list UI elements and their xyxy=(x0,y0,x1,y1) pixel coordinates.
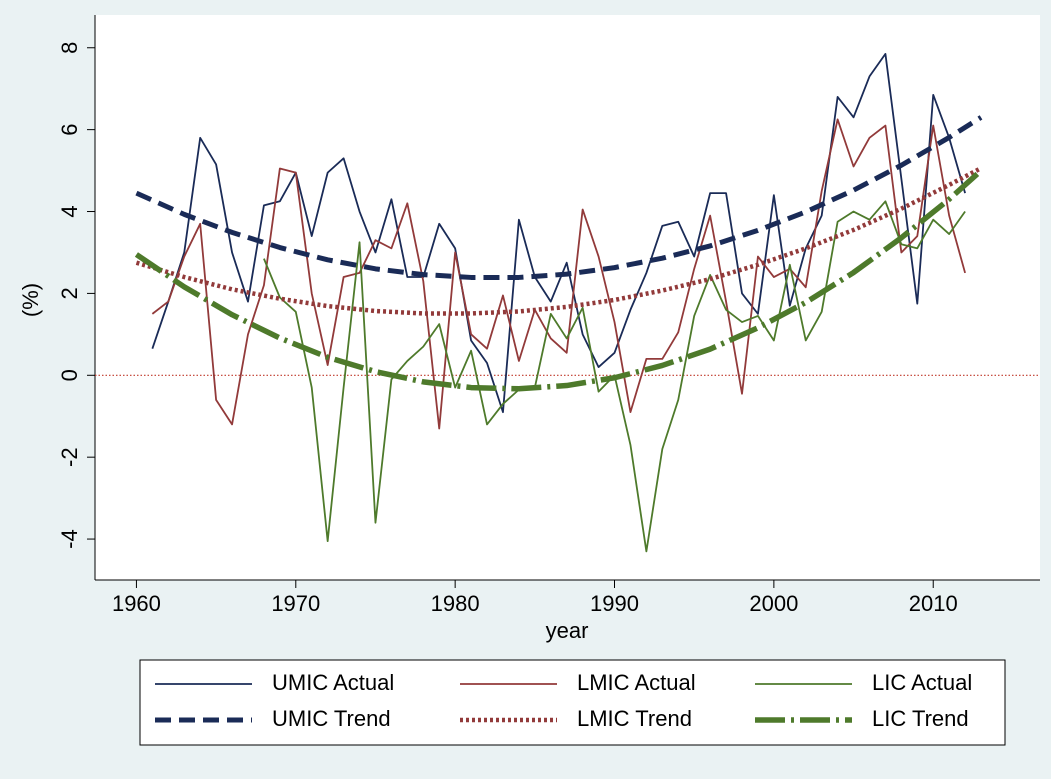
x-tick-label: 1960 xyxy=(112,591,161,616)
plot-area xyxy=(95,15,1040,580)
legend-label: UMIC Trend xyxy=(272,706,391,731)
x-axis-label: year xyxy=(546,618,589,643)
y-tick-label: 8 xyxy=(57,42,82,54)
y-axis-label: (%) xyxy=(18,283,43,317)
legend-label: UMIC Actual xyxy=(272,670,394,695)
legend-label: LMIC Actual xyxy=(577,670,696,695)
y-tick-label: 0 xyxy=(57,369,82,381)
y-tick-label: 4 xyxy=(57,205,82,217)
legend-label: LMIC Trend xyxy=(577,706,692,731)
y-tick-label: -4 xyxy=(57,529,82,549)
series-line xyxy=(135,115,983,280)
y-tick-label: 6 xyxy=(57,124,82,136)
x-tick-label: 1970 xyxy=(271,591,320,616)
series-line xyxy=(151,118,966,430)
y-tick-label: -2 xyxy=(57,447,82,467)
legend-box xyxy=(139,659,1006,746)
x-tick-label: 2000 xyxy=(749,591,798,616)
x-tick-label: 2010 xyxy=(909,591,958,616)
series-line xyxy=(135,166,983,316)
legend-label: LIC Actual xyxy=(872,670,972,695)
series-line xyxy=(134,168,983,392)
legend-label: LIC Trend xyxy=(872,706,969,731)
y-tick-label: 2 xyxy=(57,287,82,299)
x-tick-label: 1980 xyxy=(431,591,480,616)
x-tick-label: 1990 xyxy=(590,591,639,616)
